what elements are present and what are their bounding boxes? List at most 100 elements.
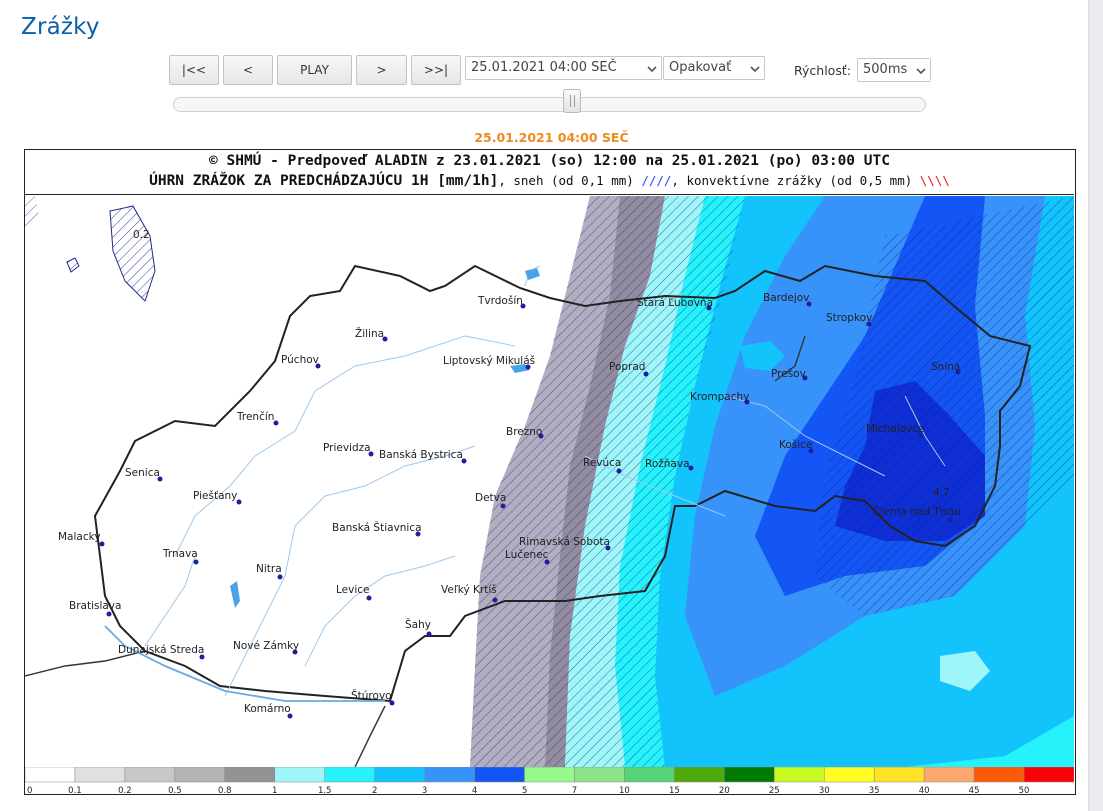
legend-swatch (274, 767, 325, 783)
chevron-down-icon (750, 66, 760, 73)
city-label: Trnava (162, 548, 198, 560)
legend-label: 25 (769, 786, 780, 795)
legend-label: 50 (1019, 786, 1030, 795)
city-label: Detva (475, 492, 506, 504)
city-label: Tvrdošín (477, 295, 523, 307)
city-label: Prešov (771, 368, 806, 380)
play-button[interactable]: PLAY (277, 55, 352, 85)
map-canvas: 0.2 4.7 Tvrdošín Žilina Púchov Liptovský… (25, 196, 1074, 767)
contour-label-east: 4.7 (933, 487, 950, 499)
city-label: Bratislava (69, 600, 121, 612)
legend-swatch (74, 767, 126, 783)
legend-label: 7 (572, 786, 577, 795)
country-border-gray-3 (774, 335, 806, 382)
snow-hatch-east (815, 196, 1074, 616)
city-label: Košice (779, 439, 812, 451)
speed-select[interactable]: 500ms (857, 58, 931, 82)
city-label: Snina (931, 361, 960, 373)
map-header-line1: © SHMÚ - Predpoveď ALADIN z 23.01.2021 (… (209, 153, 890, 169)
city-label: Púchov (281, 354, 319, 366)
city-label: Bardejov (763, 292, 809, 304)
repeat-select[interactable]: Opakovať (663, 56, 765, 80)
precipitation-map: © SHMÚ - Predpoveď ALADIN z 23.01.2021 (… (24, 149, 1076, 795)
legend-swatch (124, 767, 176, 783)
city-label: Prievidza (323, 442, 371, 454)
speed-label: Rýchlosť: (794, 63, 851, 78)
time-select[interactable]: 25.01.2021 04:00 SEČ (465, 56, 662, 80)
rivers (144, 265, 946, 697)
slovakia-border (93, 264, 1032, 703)
legend-swatch (474, 767, 525, 783)
legend-swatch (973, 767, 1025, 783)
legend-swatch (923, 767, 975, 783)
city-label: Nové Zámky (233, 640, 299, 652)
precip-spot-south (940, 651, 990, 691)
legend-label: 10 (619, 786, 630, 795)
city-label: Banská Bystrica (379, 449, 463, 461)
city-label: Rimavská Sobota (519, 536, 610, 548)
city-label: Nitra (256, 563, 282, 575)
city-label: Malacky (58, 531, 101, 543)
timeline-slider-handle[interactable] (563, 89, 582, 113)
repeat-select-value: Opakovať (669, 60, 732, 75)
legend-swatch (424, 767, 475, 783)
city-label: Stará Ľubovňa (637, 297, 713, 309)
snow-hatch-poland (109, 205, 156, 302)
city-label: Revúca (583, 457, 621, 469)
map-header: © SHMÚ - Predpoveď ALADIN z 23.01.2021 (… (25, 150, 1074, 195)
legend-label: 40 (919, 786, 930, 795)
legend-swatch (174, 767, 226, 783)
prev-frame-button[interactable]: < (223, 55, 273, 85)
legend-swatch (324, 767, 375, 783)
timeline-slider-track[interactable] (173, 97, 926, 112)
legend-label: 1.5 (318, 786, 332, 795)
city-label: Trenčín (236, 411, 274, 423)
city-label: Brezno (506, 426, 542, 438)
legend-label: 0.2 (118, 786, 132, 795)
cities: Tvrdošín Žilina Púchov Liptovský Mikuláš… (58, 292, 961, 719)
time-select-value: 25.01.2021 04:00 SEČ (471, 60, 617, 75)
city-label: Krompachy (690, 391, 749, 403)
snow-hatch-west (470, 196, 745, 767)
legend-label: 15 (669, 786, 680, 795)
country-border-gray-2 (354, 705, 386, 767)
lake-orava (525, 268, 540, 280)
lake-liptov (510, 364, 530, 373)
next-frame-button[interactable]: > (356, 55, 407, 85)
legend-label: 0.1 (68, 786, 82, 795)
legend-label: 45 (969, 786, 980, 795)
city-label: Šahy (405, 618, 431, 631)
legend-swatch (1023, 767, 1074, 783)
speed-select-value: 500ms (863, 62, 908, 77)
city-label: Komárno (244, 703, 291, 715)
city-label: Levice (336, 584, 370, 596)
last-frame-button[interactable]: >>| (411, 55, 461, 85)
legend-swatch (873, 767, 925, 783)
map-header-snow: , sneh (od 0,1 mm) (498, 173, 642, 188)
legend-swatch (823, 767, 875, 783)
legend-swatch (374, 767, 425, 783)
legend-swatch (25, 767, 76, 783)
legend-swatch (224, 767, 276, 783)
contour-label-poland: 0.2 (133, 229, 150, 241)
city-label: Michalovce (866, 423, 925, 435)
legend-swatch (624, 767, 675, 783)
legend-swatch (674, 767, 725, 783)
color-legend: 0 0.1 0.2 0.5 0.8 1 1.5 2 3 4 5 7 10 15 20 25 30 35 40 45 50 (25, 767, 1074, 795)
city-label: Dunajská Streda (118, 644, 204, 656)
right-scrollbar-area (1088, 0, 1103, 811)
legend-swatch (574, 767, 625, 783)
legend-label: 20 (719, 786, 730, 795)
city-label: Stropkov (826, 312, 872, 324)
snow-hatch-lake (66, 257, 80, 273)
gabcikovo-lake (230, 581, 240, 608)
chevron-down-icon (916, 68, 926, 75)
city-label: Banská Štiavnica (332, 521, 422, 534)
snow-hatch-corner (25, 196, 39, 231)
precip-spot-west (740, 341, 785, 371)
danube-river (104, 625, 385, 702)
legend-swatch (524, 767, 575, 783)
country-border-gray (25, 650, 146, 677)
legend-label: 30 (819, 786, 830, 795)
first-frame-button[interactable]: |<< (169, 55, 219, 85)
